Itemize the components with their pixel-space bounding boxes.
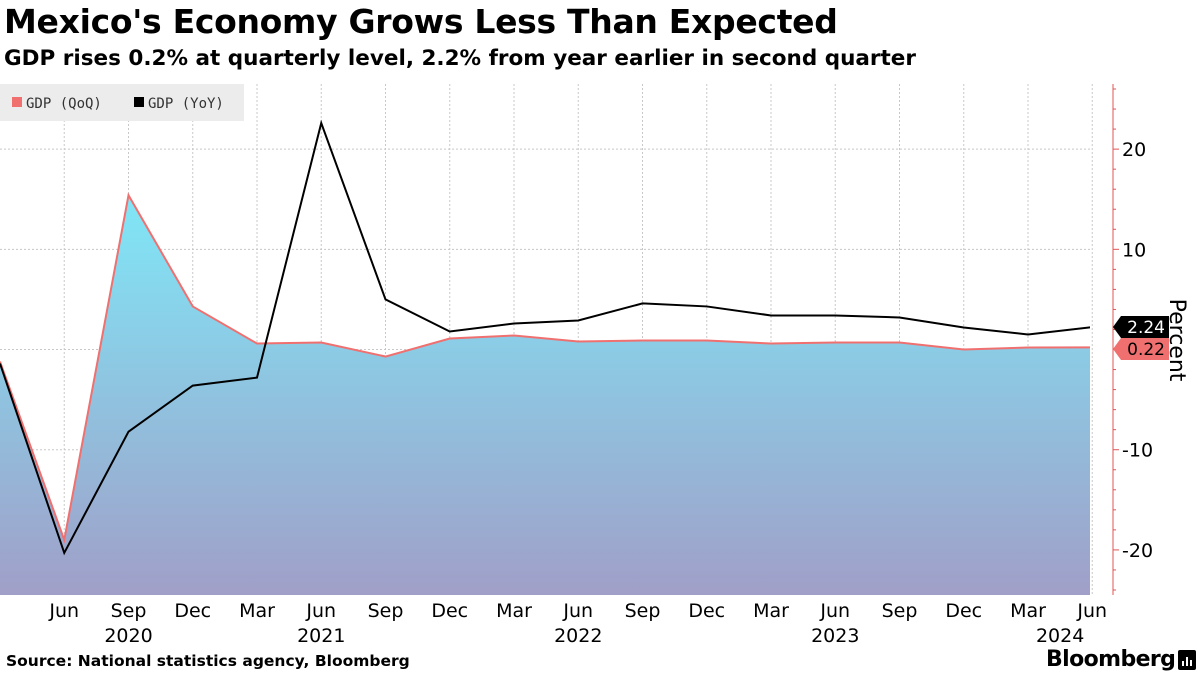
x-tick-label: Dec <box>431 600 468 622</box>
yoy-line <box>0 119 1090 556</box>
x-tick-label: Jun <box>819 600 850 622</box>
x-tick-label: Jun <box>305 600 336 622</box>
legend-background <box>0 84 244 121</box>
legend: GDP (QoQ) GDP (YoY) <box>0 84 244 121</box>
y-tick-label: -10 <box>1122 440 1153 462</box>
y-axis-title: Percent <box>1164 299 1189 382</box>
x-tick-label: Jun <box>1076 600 1107 622</box>
qoq-end-tag: 0.22 <box>1113 338 1169 360</box>
x-tick-label: Sep <box>368 600 404 622</box>
bloomberg-terminal-icon <box>1178 650 1196 670</box>
legend-swatch-qoq <box>12 97 22 107</box>
y-tick-label: 10 <box>1122 239 1146 261</box>
source-note: Source: National statistics agency, Bloo… <box>6 652 410 670</box>
yoy-end-tag: 2.24 <box>1113 316 1169 338</box>
x-tick-label: Mar <box>1010 600 1046 622</box>
qoq-end-tag-text: 0.22 <box>1127 340 1165 360</box>
axis-layer: 20 10 -10 -20 Jun Sep Dec Mar Jun Sep Dec Mar Jun Sep… <box>48 84 1169 647</box>
legend-swatch-yoy <box>134 97 144 107</box>
qoq-line <box>0 192 1090 544</box>
x-year-label: 2021 <box>297 625 345 647</box>
x-tick-label: Mar <box>753 600 789 622</box>
x-year-label: 2023 <box>811 625 859 647</box>
x-tick-label: Jun <box>48 600 79 622</box>
legend-label-yoy: GDP (YoY) <box>148 96 224 112</box>
x-year-label: 2020 <box>104 625 152 647</box>
x-tick-label: Sep <box>882 600 918 622</box>
x-tick-label: Mar <box>496 600 532 622</box>
chart-title: Mexico's Economy Grows Less Than Expecte… <box>4 2 838 41</box>
y-tick-label: -20 <box>1122 540 1153 562</box>
y-tick-label: 20 <box>1122 139 1146 161</box>
x-year-label: 2024 <box>1036 625 1084 647</box>
x-year-label: 2022 <box>554 625 602 647</box>
qoq-end-tag-box <box>1113 338 1169 360</box>
yoy-end-tag-text: 2.24 <box>1127 318 1165 338</box>
x-tick-label: Dec <box>945 600 982 622</box>
series-layer <box>0 119 1090 595</box>
x-tick-label: Dec <box>174 600 211 622</box>
chart-subtitle: GDP rises 0.2% at quarterly level, 2.2% … <box>4 46 916 71</box>
x-tick-label: Sep <box>111 600 147 622</box>
x-tick-label: Sep <box>625 600 661 622</box>
bloomberg-logo: Bloomberg <box>1046 647 1176 672</box>
x-tick-label: Dec <box>688 600 725 622</box>
qoq-area-fill <box>0 195 1090 595</box>
x-tick-label: Mar <box>239 600 275 622</box>
yoy-end-tag-box <box>1113 316 1169 338</box>
legend-label-qoq: GDP (QoQ) <box>26 96 102 112</box>
x-tick-label: Jun <box>562 600 593 622</box>
